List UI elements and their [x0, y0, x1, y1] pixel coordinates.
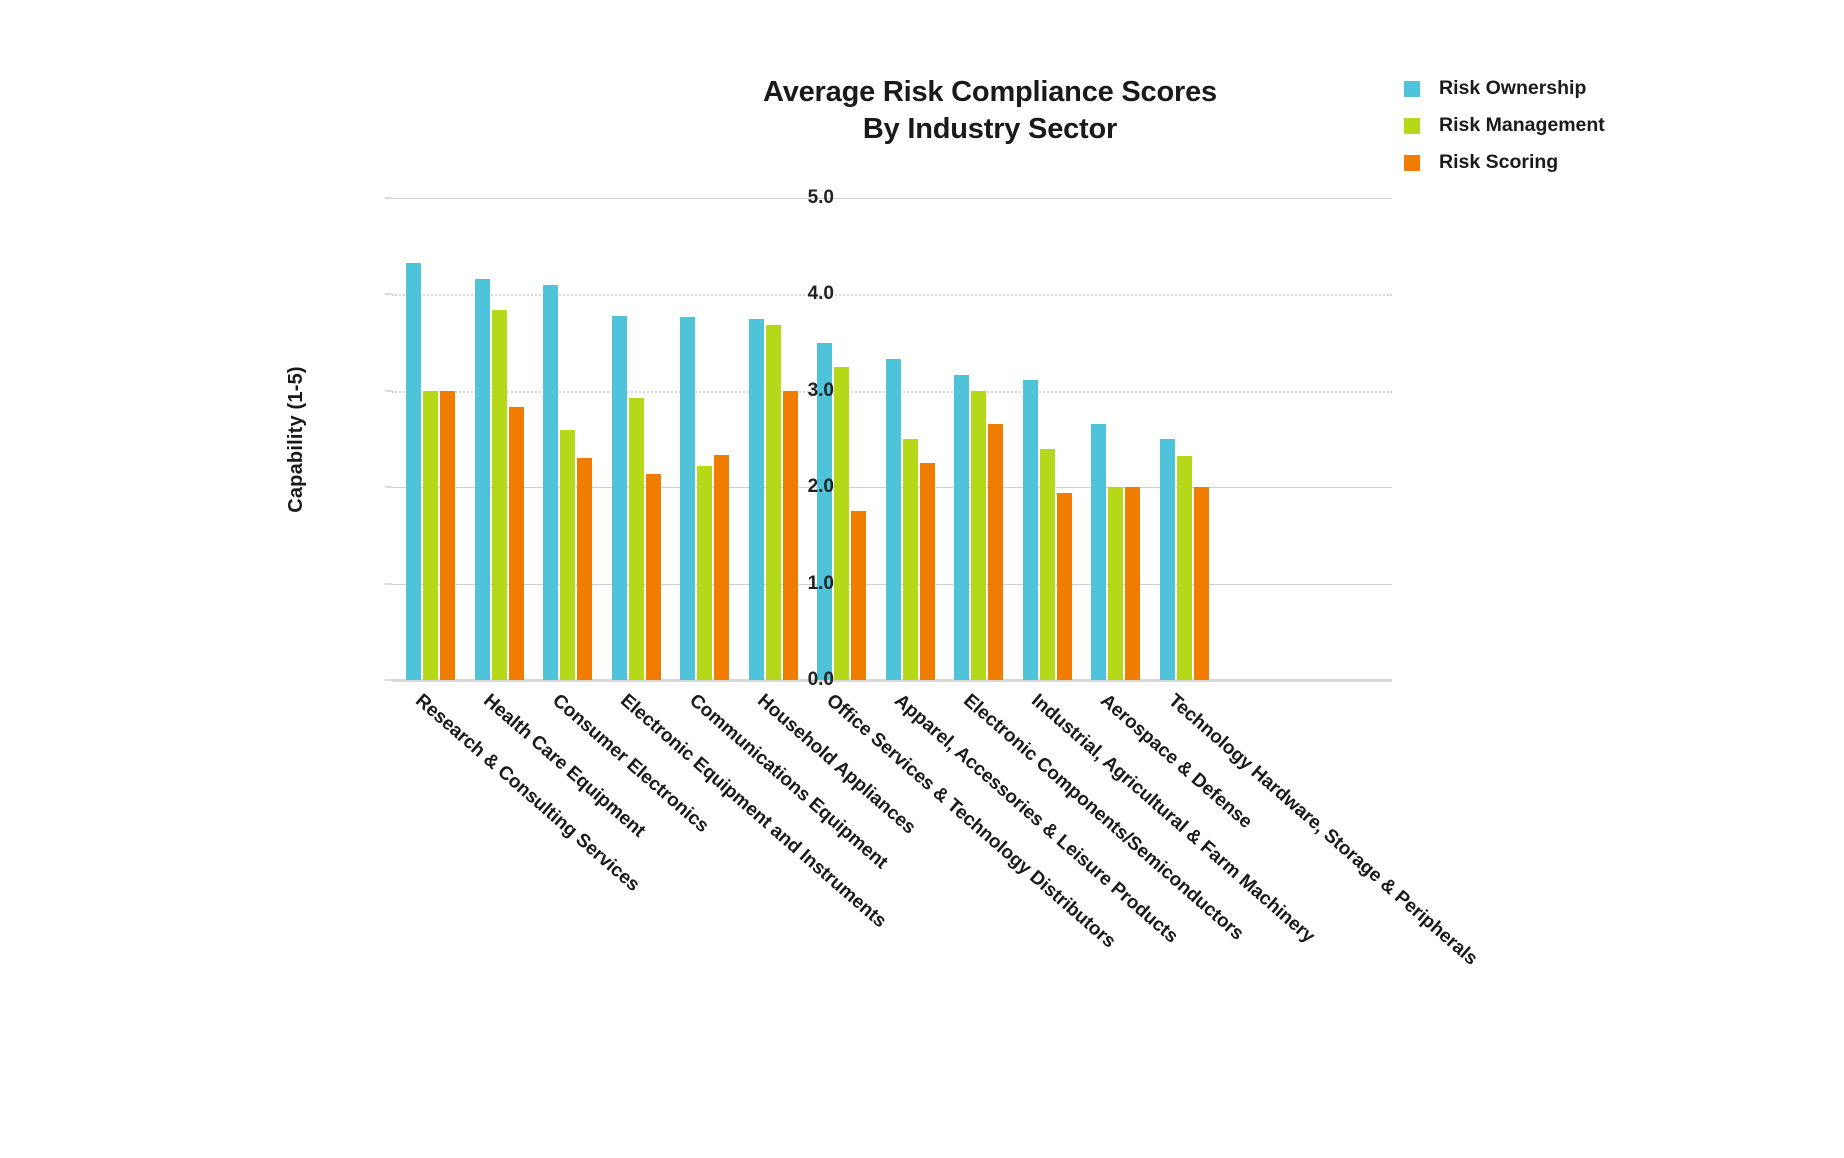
bar[interactable]	[1125, 487, 1140, 680]
bar[interactable]	[440, 390, 455, 680]
bar[interactable]	[474, 278, 490, 680]
y-axis-tick-label: 4.0	[807, 283, 834, 305]
bar-group	[817, 198, 866, 680]
y-axis-tick-mark	[385, 486, 392, 488]
y-axis-tick-label: 5.0	[807, 187, 834, 208]
bar-group	[885, 198, 935, 680]
plot-area	[385, 197, 1392, 682]
bar[interactable]	[423, 390, 438, 680]
y-axis-title: Capability (1-5)	[279, 198, 313, 680]
y-axis-tick-label: 3.0	[807, 379, 834, 401]
bar[interactable]	[988, 423, 1003, 680]
y-axis-title-text: Capability (1-5)	[284, 365, 307, 513]
y-axis-tick-mark	[385, 197, 392, 199]
legend-swatch-icon	[1404, 117, 1420, 134]
bar[interactable]	[1159, 439, 1175, 680]
bar-group	[954, 198, 1003, 680]
legend-swatch-icon	[1404, 80, 1420, 97]
bar[interactable]	[834, 366, 849, 680]
bar-group	[680, 198, 729, 680]
bar[interactable]	[680, 316, 695, 680]
y-axis-tick-label: 2.0	[807, 476, 834, 498]
bar[interactable]	[919, 463, 935, 680]
legend-item[interactable]: Risk Scoring	[1404, 144, 1605, 181]
legend-label: Risk Management	[1439, 114, 1605, 136]
legend-label: Risk Scoring	[1439, 151, 1559, 173]
bar[interactable]	[1022, 380, 1038, 680]
bar[interactable]	[782, 390, 798, 680]
gridline	[392, 294, 1392, 297]
bar[interactable]	[1039, 448, 1055, 680]
bar-group	[748, 198, 798, 680]
bar[interactable]	[817, 342, 832, 680]
gridline	[392, 198, 1392, 199]
bar[interactable]	[1091, 423, 1106, 680]
legend-swatch-icon	[1404, 154, 1420, 171]
chart-title-line-2: By Industry Sector	[862, 113, 1118, 146]
bar[interactable]	[851, 511, 866, 680]
legend-label: Risk Ownership	[1439, 77, 1587, 99]
bar[interactable]	[543, 284, 558, 680]
bar-group	[474, 198, 524, 680]
x-axis-line	[392, 679, 1392, 682]
bar-group	[611, 198, 661, 680]
bar-group	[543, 198, 592, 680]
bar-group	[1159, 198, 1209, 680]
bar[interactable]	[1176, 456, 1192, 680]
bar[interactable]	[508, 407, 524, 680]
y-axis-tick-mark	[385, 293, 392, 295]
legend-item[interactable]: Risk Ownership	[1404, 70, 1605, 107]
bar[interactable]	[971, 390, 986, 680]
bar[interactable]	[560, 430, 575, 680]
bar[interactable]	[645, 473, 661, 680]
x-axis-tick-label: Technology Hardware, Storage & Periphera…	[1164, 690, 1482, 970]
bar[interactable]	[885, 359, 901, 680]
bar[interactable]	[577, 458, 592, 680]
bar[interactable]	[765, 325, 781, 680]
bar[interactable]	[954, 375, 969, 680]
bar[interactable]	[628, 397, 644, 680]
y-axis-tick-label: 1.0	[807, 572, 834, 594]
bar[interactable]	[1056, 492, 1072, 680]
chart-title: Average Risk Compliance Scores By Indust…	[640, 74, 1340, 148]
legend-item[interactable]: Risk Management	[1404, 107, 1605, 144]
chart-title-line-1: Average Risk Compliance Scores	[763, 76, 1217, 108]
bar[interactable]	[491, 309, 507, 680]
bar[interactable]	[748, 318, 764, 680]
bar[interactable]	[1193, 487, 1209, 680]
y-axis-tick-mark	[385, 679, 392, 681]
y-axis-tick-label: 0.0	[807, 669, 834, 690]
bar[interactable]	[1108, 487, 1123, 680]
chart-legend: Risk Ownership Risk Management Risk Scorin…	[1404, 70, 1605, 181]
y-axis-tick-mark	[385, 583, 392, 585]
bar-group	[1091, 198, 1140, 680]
bar-group	[406, 198, 455, 680]
bar[interactable]	[714, 455, 729, 680]
y-axis-tick-mark	[385, 390, 392, 392]
bar[interactable]	[902, 439, 918, 680]
bar-group	[1022, 198, 1072, 680]
bar[interactable]	[406, 262, 421, 680]
bar[interactable]	[697, 466, 712, 680]
bar[interactable]	[611, 315, 627, 680]
